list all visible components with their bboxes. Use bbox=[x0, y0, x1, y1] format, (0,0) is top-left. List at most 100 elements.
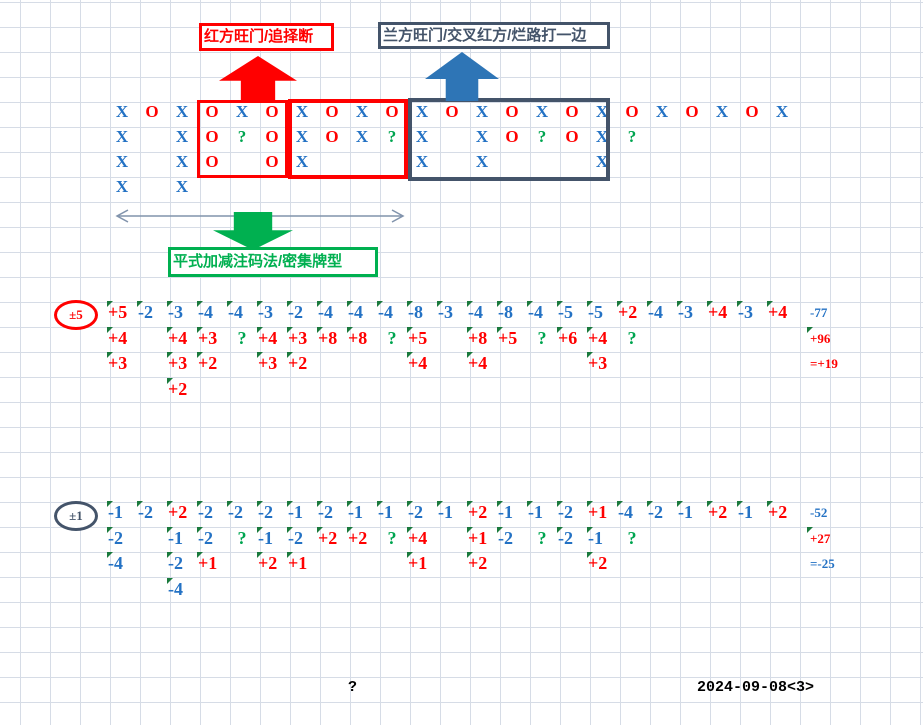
x-cell[interactable]: X bbox=[415, 152, 429, 171]
o-cell[interactable]: O bbox=[325, 102, 339, 121]
minus-value-cell[interactable]: -4 bbox=[467, 301, 483, 322]
empty-cell[interactable] bbox=[497, 551, 527, 577]
empty-cell[interactable] bbox=[677, 127, 707, 152]
minus-value-cell[interactable]: -3 bbox=[677, 301, 693, 322]
empty-cell[interactable] bbox=[467, 577, 497, 603]
o-cell[interactable]: O bbox=[445, 102, 459, 121]
minus-value-cell[interactable]: -2 bbox=[107, 526, 123, 548]
question-cell[interactable]: ? bbox=[237, 527, 247, 548]
empty-cell[interactable] bbox=[677, 551, 707, 577]
empty-cell[interactable] bbox=[257, 577, 287, 603]
stake-badge-plus-minus-5[interactable]: ±5 bbox=[54, 300, 98, 330]
question-cell[interactable]: ? bbox=[387, 327, 397, 348]
empty-cell[interactable] bbox=[377, 177, 407, 202]
empty-cell[interactable] bbox=[677, 177, 707, 202]
empty-cell[interactable] bbox=[317, 177, 347, 202]
empty-cell[interactable] bbox=[197, 377, 227, 403]
total-cell[interactable]: -77 bbox=[810, 305, 828, 320]
empty-cell[interactable] bbox=[677, 377, 707, 403]
empty-cell[interactable] bbox=[767, 326, 797, 352]
empty-cell[interactable] bbox=[617, 551, 647, 577]
minus-value-cell[interactable]: -1 bbox=[107, 501, 123, 522]
minus-value-cell[interactable]: -2 bbox=[257, 501, 273, 522]
minus-value-cell[interactable]: -5 bbox=[557, 301, 573, 322]
minus-value-cell[interactable]: -3 bbox=[257, 301, 273, 322]
empty-cell[interactable] bbox=[707, 377, 737, 403]
plus-value-cell[interactable]: +1 bbox=[197, 552, 218, 573]
plus-value-cell[interactable]: +5 bbox=[407, 326, 428, 348]
empty-cell[interactable] bbox=[137, 351, 167, 377]
plus-value-cell[interactable]: +4 bbox=[107, 326, 128, 348]
minus-value-cell[interactable]: -4 bbox=[107, 552, 123, 573]
question-cell[interactable]: ? bbox=[627, 527, 637, 548]
minus-value-cell[interactable]: -4 bbox=[647, 301, 663, 322]
plus-value-cell[interactable]: +4 bbox=[467, 352, 488, 373]
total-cell[interactable]: +96 bbox=[807, 326, 852, 352]
plus-value-cell[interactable]: +5 bbox=[497, 326, 518, 348]
x-cell[interactable]: X bbox=[115, 152, 129, 171]
empty-cell[interactable] bbox=[227, 577, 257, 603]
plus-value-cell[interactable]: +4 bbox=[707, 301, 728, 322]
empty-cell[interactable] bbox=[527, 577, 557, 603]
o-cell[interactable]: O bbox=[205, 152, 219, 171]
empty-cell[interactable] bbox=[137, 127, 167, 152]
empty-cell[interactable] bbox=[437, 377, 467, 403]
plus-value-cell[interactable]: +1 bbox=[287, 552, 308, 573]
empty-cell[interactable] bbox=[617, 577, 647, 603]
empty-cell[interactable] bbox=[677, 526, 707, 552]
minus-value-cell[interactable]: -1 bbox=[437, 501, 453, 522]
x-cell[interactable]: X bbox=[115, 177, 129, 196]
empty-cell[interactable] bbox=[437, 551, 467, 577]
x-cell[interactable]: X bbox=[295, 127, 309, 146]
minus-value-cell[interactable]: -2 bbox=[137, 501, 153, 522]
red-highlight-box-2[interactable] bbox=[288, 99, 408, 179]
empty-cell[interactable] bbox=[617, 152, 647, 177]
blue-up-arrow-icon[interactable] bbox=[425, 52, 499, 101]
total-cell[interactable]: =+19 bbox=[810, 356, 838, 371]
empty-cell[interactable] bbox=[557, 377, 587, 403]
plus-value-cell[interactable]: +8 bbox=[347, 326, 368, 348]
empty-cell[interactable] bbox=[737, 526, 767, 552]
x-cell[interactable]: X bbox=[175, 127, 189, 146]
empty-cell[interactable] bbox=[587, 577, 617, 603]
empty-cell[interactable] bbox=[707, 326, 737, 352]
empty-cell[interactable] bbox=[737, 326, 767, 352]
empty-cell[interactable] bbox=[377, 377, 407, 403]
x-cell[interactable]: X bbox=[535, 102, 549, 121]
minus-value-cell[interactable]: -2 bbox=[197, 501, 213, 522]
x-cell[interactable]: X bbox=[475, 127, 489, 146]
question-cell[interactable]: ? bbox=[387, 127, 397, 146]
empty-cell[interactable] bbox=[257, 377, 287, 403]
red-highlight-box-1[interactable] bbox=[197, 100, 288, 178]
plus-value-cell[interactable]: +2 bbox=[467, 501, 488, 522]
empty-cell[interactable] bbox=[647, 551, 677, 577]
empty-cell[interactable] bbox=[437, 351, 467, 377]
o-cell[interactable]: O bbox=[145, 102, 159, 121]
plus-value-cell[interactable]: +3 bbox=[107, 352, 128, 373]
x-cell[interactable]: X bbox=[115, 127, 129, 146]
empty-cell[interactable] bbox=[767, 127, 797, 152]
total-cell[interactable]: =-25 bbox=[810, 556, 835, 571]
empty-cell[interactable] bbox=[707, 526, 737, 552]
question-cell[interactable]: ? bbox=[237, 327, 247, 348]
minus-value-cell[interactable]: -4 bbox=[377, 301, 393, 322]
empty-cell[interactable] bbox=[677, 152, 707, 177]
plus-value-cell[interactable]: +4 bbox=[407, 526, 428, 548]
empty-cell[interactable] bbox=[377, 551, 407, 577]
minus-value-cell[interactable]: -4 bbox=[197, 301, 213, 322]
question-cell[interactable]: ? bbox=[537, 527, 547, 548]
empty-cell[interactable] bbox=[287, 177, 317, 202]
empty-cell[interactable] bbox=[737, 152, 767, 177]
plus-value-cell[interactable]: +6 bbox=[557, 326, 578, 348]
blue-strategy-banner[interactable]: 兰方旺门/交叉红方/烂路打一边 bbox=[378, 22, 610, 49]
plus-value-cell[interactable]: +2 bbox=[317, 526, 338, 548]
o-cell[interactable]: O bbox=[625, 102, 639, 121]
minus-value-cell[interactable]: -2 bbox=[287, 301, 303, 322]
x-cell[interactable]: X bbox=[595, 102, 609, 121]
empty-cell[interactable] bbox=[317, 351, 347, 377]
empty-cell[interactable] bbox=[317, 377, 347, 403]
x-cell[interactable]: X bbox=[355, 127, 369, 146]
empty-cell[interactable] bbox=[737, 351, 767, 377]
minus-value-cell[interactable]: -1 bbox=[497, 501, 513, 522]
minus-value-cell[interactable]: -1 bbox=[377, 501, 393, 522]
